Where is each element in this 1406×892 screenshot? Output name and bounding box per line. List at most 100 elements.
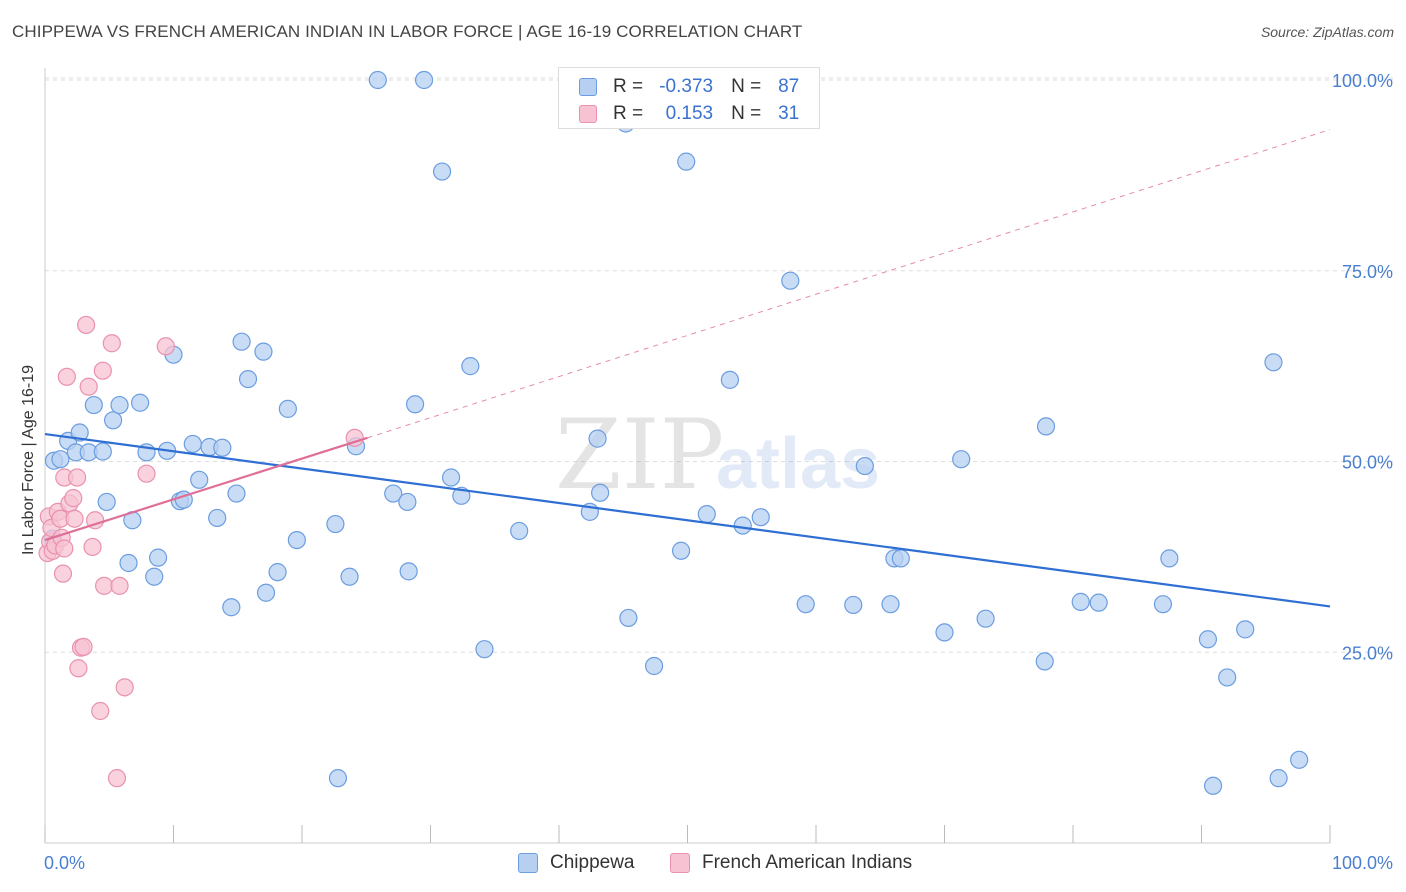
legend-swatch-french [670,853,690,873]
chippewa-point [1089,593,1108,612]
chippewa-point [254,342,273,361]
chippewa-point [148,548,168,567]
chippewa-point [881,595,900,614]
chippewa-point [213,438,232,457]
chippewa-point [398,492,417,512]
y-tick-label: 100.0% [1332,71,1393,91]
chippewa-point [70,423,89,442]
chippewa-point [1203,776,1223,795]
french-point [102,334,121,353]
chippewa-point [414,70,434,90]
chippewa-point [104,411,123,430]
chippewa-point [697,505,716,524]
y-tick-label: 25.0% [1342,643,1393,663]
french-point [69,659,88,678]
chippewa-point [145,567,164,586]
x-tick-label: 100.0% [1332,853,1393,873]
chippewa-point [1153,595,1173,614]
french-point [79,377,98,396]
chippewa-point [405,395,425,414]
french-point [115,678,134,697]
tick-labels: 25.0% 50.0% 75.0% 100.0% 0.0% 100.0% [44,71,1393,873]
chippewa-point [232,332,251,351]
french-point [65,509,84,528]
chippewa-point [510,521,529,541]
chippewa-point [1160,549,1179,568]
chippewa-point [51,450,70,469]
chippewa-point [93,442,112,461]
french-point [68,468,87,487]
chippewa-point [287,530,306,550]
legend-n-value: 31 [778,103,800,124]
chippewa-point [671,541,691,560]
legend-r-label: R = [613,76,644,97]
chippewa-point [399,562,418,581]
watermark-atlas: atlas [716,424,880,504]
series-legend: Chippewa French American Indians [0,852,1406,876]
french-point [95,576,114,595]
chippewa-point [84,395,103,415]
chippewa-point [720,370,740,389]
french-point [107,769,127,788]
chippewa-point [1290,750,1309,769]
watermark: ZIP atlas [555,399,880,511]
chippewa-point [110,395,129,415]
chippewa-point [328,769,348,788]
chippewa-point [1218,668,1237,687]
legend-label-chippewa: Chippewa [550,852,635,873]
french-point [53,564,73,583]
chippewa-point [208,508,227,528]
chippewa-point [844,595,863,615]
x-tick-label: 0.0% [44,853,85,873]
chippewa-point [796,595,815,614]
chippewa-point [1036,417,1056,436]
chippewa-point [588,429,607,448]
chippewa-point [441,468,461,487]
chippewa-point [183,434,202,454]
chippewa-point [384,484,403,503]
french-point [64,489,83,508]
chippewa-point [340,567,359,586]
y-axis-label: In Labor Force | Age 16-19 [20,365,37,555]
chippewa-point [238,369,258,389]
legend-label-french: French American Indians [702,852,913,873]
axes [44,68,1331,844]
french-point [74,637,93,657]
trend-lines [44,129,1331,608]
chippewa-point [432,162,452,181]
chippewa-point [222,598,241,617]
chippewa-point [952,450,971,469]
chippewa-point [461,357,480,376]
chippewa-point [1071,592,1090,611]
legend-row-french: R = 0.153 N = 31 [559,100,799,128]
legend-r-value: 0.153 [665,103,714,124]
chippewa-point [781,271,800,290]
legend-r-label: R = [613,103,644,124]
chippewa-point [855,456,874,476]
chippewa-point [278,399,297,418]
chippewa-point [644,656,664,676]
trend-extension-french [367,129,1331,439]
chippewa-point [1269,769,1288,788]
legend-swatch-chippewa [579,78,597,96]
legend-n-value: 87 [778,76,800,97]
french-point [93,361,112,380]
data-points [38,70,1309,795]
chippewa-point [751,508,770,527]
chippewa-point [130,393,150,412]
chippewa-point [119,553,138,573]
y-tick-label: 75.0% [1342,262,1393,282]
chippewa-point [733,516,752,535]
chippewa-point [619,608,638,628]
chippewa-point [268,563,287,582]
chippewa-point [452,486,471,505]
legend-swatch-french [579,105,597,123]
stats-legend: R = -0.373 N = 87 R = 0.153 N = 31 [558,67,820,129]
chippewa-point [227,484,246,503]
watermark-zip: ZIP [555,399,724,511]
legend-item-french[interactable]: French American Indians [670,852,912,874]
legend-item-chippewa[interactable]: Chippewa [518,852,635,874]
chippewa-point [1198,630,1218,649]
grid-lines [45,77,1395,653]
chippewa-point [677,152,696,171]
